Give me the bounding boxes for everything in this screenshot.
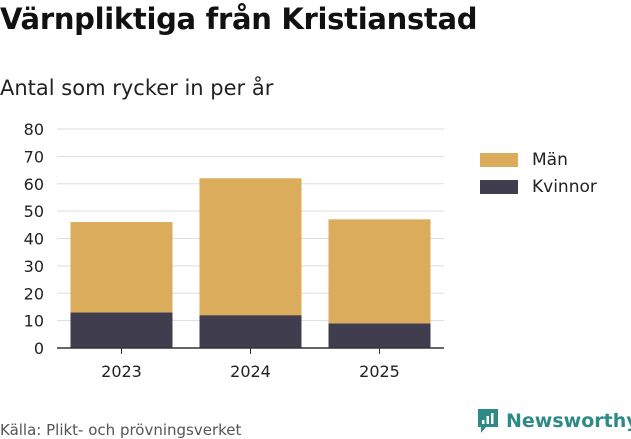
newsworthy-logo-icon [478, 409, 498, 433]
y-tick-label: 30 [24, 257, 44, 276]
legend-item-kvinnor: Kvinnor [480, 173, 597, 200]
bar-kvinnor-2024 [199, 315, 302, 348]
brand-logo: Newsworthy [476, 408, 631, 434]
bar-kvinnor-2025 [328, 323, 431, 348]
y-tick-label: 20 [24, 284, 44, 303]
x-tick-label: 2024 [230, 362, 271, 381]
y-tick-label: 80 [24, 120, 44, 139]
y-tick-label: 0 [34, 339, 44, 358]
chart-title: Värnpliktiga från Kristianstad [0, 2, 478, 36]
x-tick-label: 2023 [101, 362, 142, 381]
legend-label-kvinnor: Kvinnor [532, 176, 597, 197]
y-tick-label: 70 [24, 147, 44, 166]
legend-swatch-kvinnor [480, 179, 518, 194]
legend: Män Kvinnor [480, 146, 597, 200]
legend-item-man: Män [480, 146, 597, 173]
y-tick-label: 10 [24, 312, 44, 331]
bar-män-2023 [70, 222, 173, 313]
legend-swatch-man [480, 152, 518, 167]
y-tick-label: 50 [24, 202, 44, 221]
legend-label-man: Män [532, 149, 568, 170]
source-note: Källa: Plikt- och prövningsverket [0, 421, 242, 439]
chart-subtitle: Antal som rycker in per år [0, 76, 274, 100]
bar-män-2024 [199, 178, 302, 316]
x-tick-label: 2025 [359, 362, 400, 381]
y-tick-label: 40 [24, 230, 44, 249]
y-tick-label: 60 [24, 175, 44, 194]
bar-män-2025 [328, 219, 431, 324]
bar-kvinnor-2023 [70, 312, 173, 348]
brand-name: Newsworthy [506, 410, 631, 432]
